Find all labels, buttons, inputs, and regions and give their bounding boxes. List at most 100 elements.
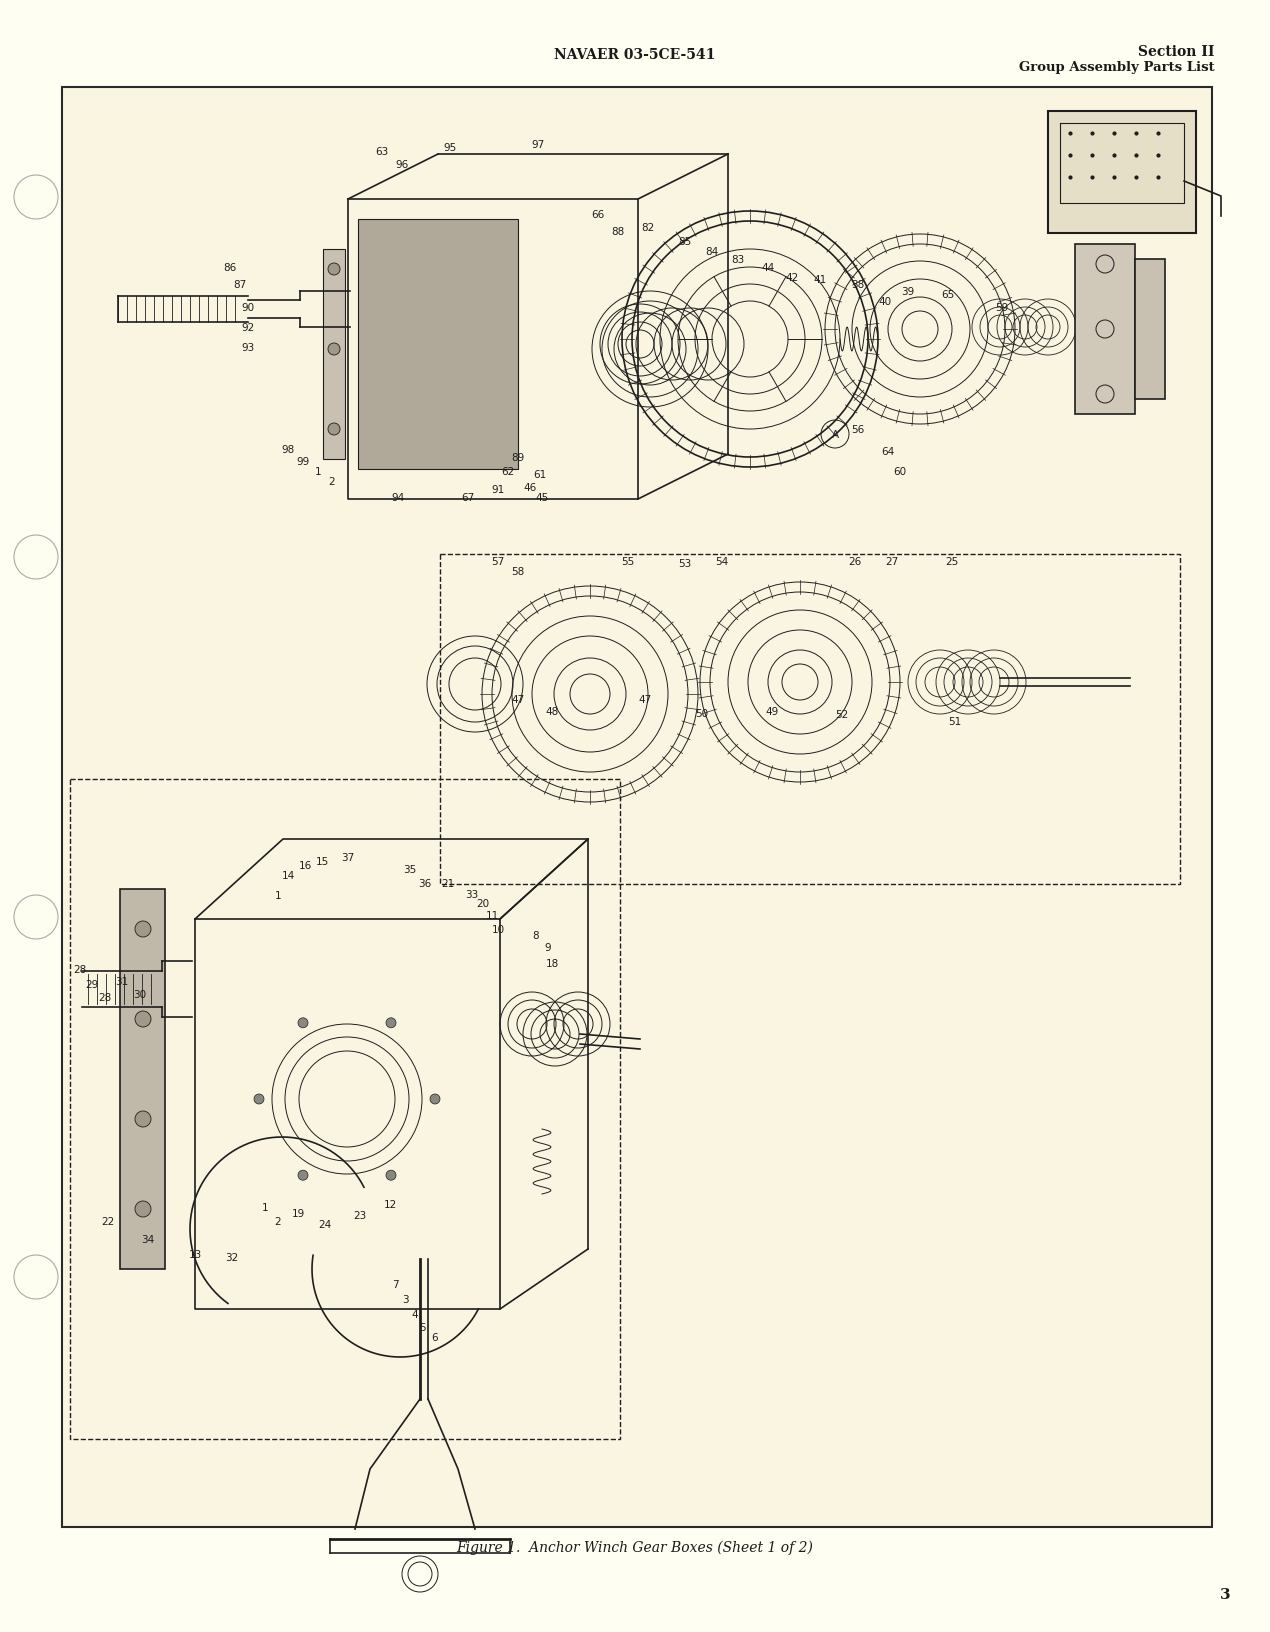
Text: 44: 44 [762, 263, 775, 273]
Circle shape [254, 1095, 264, 1105]
Text: 38: 38 [851, 279, 865, 290]
Text: 59: 59 [996, 304, 1008, 313]
Text: 61: 61 [533, 470, 546, 480]
Text: 28: 28 [98, 992, 112, 1002]
Text: 60: 60 [893, 467, 907, 477]
Text: 1: 1 [315, 467, 321, 477]
Text: 48: 48 [545, 707, 559, 716]
Text: 51: 51 [949, 716, 961, 726]
Text: 10: 10 [491, 924, 504, 935]
Text: 20: 20 [476, 899, 489, 909]
Text: 56: 56 [851, 424, 865, 434]
Circle shape [135, 1012, 151, 1028]
Text: 18: 18 [545, 958, 559, 968]
Text: 57: 57 [491, 557, 504, 566]
Bar [1074, 245, 1135, 415]
Text: 3: 3 [401, 1294, 409, 1304]
Text: 41: 41 [813, 274, 827, 286]
Text: 8: 8 [532, 930, 540, 940]
Text: 33: 33 [465, 889, 479, 899]
Text: 86: 86 [224, 263, 236, 273]
Text: 25: 25 [945, 557, 959, 566]
Text: 7: 7 [391, 1279, 399, 1289]
Circle shape [298, 1018, 309, 1028]
Text: 82: 82 [641, 224, 654, 233]
Text: 67: 67 [461, 493, 475, 503]
Text: 54: 54 [715, 557, 729, 566]
Text: 21: 21 [442, 878, 455, 888]
Text: 32: 32 [225, 1252, 239, 1262]
Text: 42: 42 [785, 273, 799, 282]
Text: 28: 28 [74, 965, 86, 974]
Text: 84: 84 [705, 246, 719, 256]
Circle shape [328, 264, 340, 276]
Bar [119, 889, 165, 1270]
Text: 3: 3 [1219, 1586, 1231, 1601]
Text: 6: 6 [432, 1332, 438, 1342]
Text: 64: 64 [881, 447, 894, 457]
Text: 34: 34 [141, 1234, 155, 1244]
Bar [62, 88, 1212, 1528]
Circle shape [328, 424, 340, 436]
Circle shape [14, 1255, 58, 1299]
Bar [1048, 113, 1196, 233]
Text: 19: 19 [291, 1208, 305, 1217]
Circle shape [298, 1170, 309, 1180]
Text: 87: 87 [234, 279, 246, 290]
Circle shape [14, 896, 58, 940]
Text: 26: 26 [848, 557, 861, 566]
Text: 1: 1 [262, 1203, 268, 1213]
Text: 37: 37 [342, 852, 354, 862]
Text: 49: 49 [766, 707, 779, 716]
Text: 12: 12 [384, 1200, 396, 1209]
Circle shape [135, 1111, 151, 1128]
Circle shape [14, 176, 58, 220]
Text: 13: 13 [188, 1248, 202, 1260]
Text: 46: 46 [523, 483, 537, 493]
Text: 92: 92 [241, 323, 254, 333]
Circle shape [14, 535, 58, 579]
Text: 45: 45 [536, 493, 549, 503]
Text: 16: 16 [298, 860, 311, 870]
Text: 14: 14 [282, 870, 295, 880]
Text: 30: 30 [133, 989, 146, 999]
Text: 98: 98 [282, 446, 295, 455]
Text: Figure 1.  Anchor Winch Gear Boxes (Sheet 1 of 2): Figure 1. Anchor Winch Gear Boxes (Sheet… [456, 1541, 814, 1554]
Text: Section II: Section II [1138, 46, 1215, 59]
Bar [70, 780, 620, 1439]
Text: 90: 90 [241, 304, 254, 313]
Text: 39: 39 [902, 287, 914, 297]
Text: 99: 99 [296, 457, 310, 467]
Circle shape [135, 1201, 151, 1217]
Text: 58: 58 [512, 566, 525, 576]
Text: 36: 36 [418, 878, 432, 888]
Bar [1135, 259, 1165, 400]
Text: 63: 63 [376, 147, 389, 157]
Text: A: A [832, 429, 838, 439]
Text: 4: 4 [411, 1309, 418, 1319]
Text: 35: 35 [404, 865, 417, 875]
Text: 2: 2 [274, 1216, 282, 1226]
Text: 11: 11 [485, 911, 499, 920]
Text: 29: 29 [85, 979, 99, 989]
Text: 97: 97 [531, 140, 545, 150]
Text: 9: 9 [545, 942, 551, 953]
Text: 88: 88 [611, 227, 625, 237]
Text: NAVAER 03-5CE-541: NAVAER 03-5CE-541 [554, 47, 716, 62]
Text: 66: 66 [592, 211, 605, 220]
Text: 53: 53 [678, 558, 692, 568]
Text: 50: 50 [696, 708, 709, 718]
Text: 2: 2 [329, 477, 335, 486]
Circle shape [386, 1018, 396, 1028]
Text: 83: 83 [732, 255, 744, 264]
Text: 55: 55 [621, 557, 635, 566]
Bar [323, 250, 345, 460]
Text: 31: 31 [116, 976, 128, 986]
Bar [439, 555, 1180, 885]
Text: 93: 93 [241, 343, 254, 353]
Text: 47: 47 [639, 695, 652, 705]
Text: 15: 15 [315, 857, 329, 867]
Text: 94: 94 [391, 493, 405, 503]
Text: Group Assembly Parts List: Group Assembly Parts List [1020, 62, 1215, 75]
Text: 27: 27 [885, 557, 899, 566]
